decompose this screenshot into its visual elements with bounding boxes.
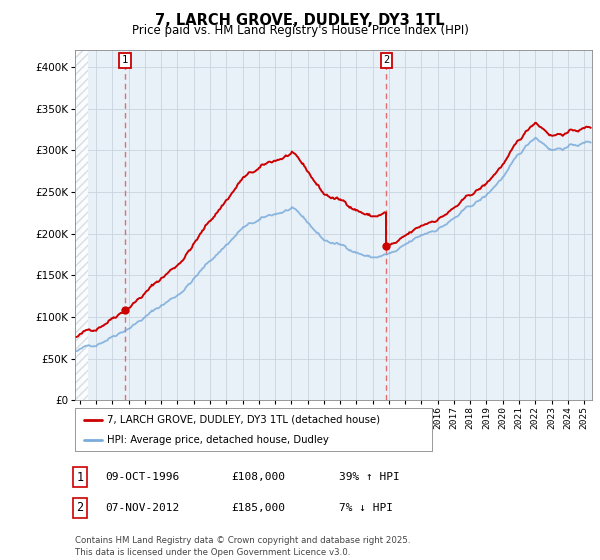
Text: Contains HM Land Registry data © Crown copyright and database right 2025.
This d: Contains HM Land Registry data © Crown c… bbox=[75, 536, 410, 557]
Text: £185,000: £185,000 bbox=[231, 503, 285, 513]
Text: 1: 1 bbox=[76, 470, 83, 484]
Text: 7, LARCH GROVE, DUDLEY, DY3 1TL: 7, LARCH GROVE, DUDLEY, DY3 1TL bbox=[155, 13, 445, 28]
Bar bbox=[75, 50, 88, 400]
Text: 2: 2 bbox=[76, 501, 83, 515]
Text: 7% ↓ HPI: 7% ↓ HPI bbox=[339, 503, 393, 513]
Text: 2: 2 bbox=[383, 55, 389, 66]
Text: 09-OCT-1996: 09-OCT-1996 bbox=[105, 472, 179, 482]
Text: 1: 1 bbox=[122, 55, 128, 66]
Text: £108,000: £108,000 bbox=[231, 472, 285, 482]
Text: Price paid vs. HM Land Registry's House Price Index (HPI): Price paid vs. HM Land Registry's House … bbox=[131, 24, 469, 37]
Text: 7, LARCH GROVE, DUDLEY, DY3 1TL (detached house): 7, LARCH GROVE, DUDLEY, DY3 1TL (detache… bbox=[107, 415, 380, 424]
Text: 07-NOV-2012: 07-NOV-2012 bbox=[105, 503, 179, 513]
Text: HPI: Average price, detached house, Dudley: HPI: Average price, detached house, Dudl… bbox=[107, 435, 329, 445]
Text: 39% ↑ HPI: 39% ↑ HPI bbox=[339, 472, 400, 482]
